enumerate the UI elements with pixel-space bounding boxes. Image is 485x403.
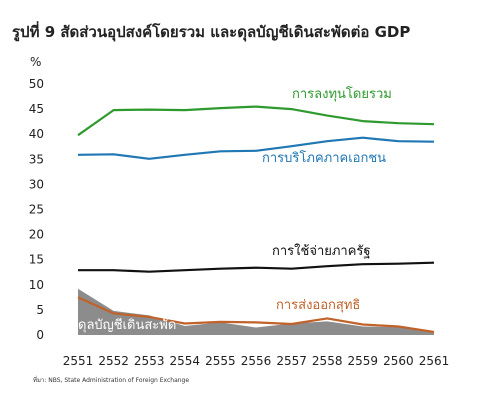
series-labels: การลงทุนโดยรวมการบริโภคภาคเอกชนการใช้จ่า… bbox=[78, 86, 392, 333]
chart-source: ที่มา: NBS, State Administration of Fore… bbox=[33, 376, 189, 384]
series-4-area bbox=[78, 288, 434, 335]
y-tick-label: 40 bbox=[29, 127, 44, 141]
x-tick-label: 2552 bbox=[98, 354, 129, 368]
x-tick-label: 2555 bbox=[205, 354, 236, 368]
area-layer bbox=[78, 288, 434, 335]
series-2-label: การใช้จ่ายภาครัฐ bbox=[272, 243, 371, 259]
chart-title: รูปที่ 9 สัดส่วนอุปสงค์โดยรวม และดุลบัญช… bbox=[12, 21, 410, 42]
x-tick-label: 2561 bbox=[419, 354, 450, 368]
series-1-label: การบริโภคภาคเอกชน bbox=[262, 150, 386, 166]
y-tick-label: 10 bbox=[29, 278, 44, 292]
x-tick-label: 2554 bbox=[170, 354, 201, 368]
y-axis-unit: % bbox=[30, 55, 41, 69]
y-tick-label: 45 bbox=[29, 102, 44, 116]
x-axis-ticks: 2551 2552 2553 2554 2555 2556 2557 2558 2559 2560… bbox=[63, 354, 450, 368]
y-tick-label: 15 bbox=[29, 253, 44, 267]
y-tick-label: 25 bbox=[29, 203, 44, 217]
series-1-line bbox=[77, 136, 435, 160]
y-tick-label: 35 bbox=[29, 152, 44, 166]
y-axis-ticks: 0 5 10 15 20 25 30 35 40 45 50 bbox=[29, 77, 44, 342]
x-tick-label: 2551 bbox=[63, 354, 94, 368]
series-3-line bbox=[77, 296, 435, 334]
series-0-line bbox=[77, 105, 435, 137]
series-0-label: การลงทุนโดยรวม bbox=[292, 86, 392, 102]
line-layer bbox=[77, 105, 435, 334]
y-tick-label: 5 bbox=[36, 303, 44, 317]
x-tick-label: 2557 bbox=[276, 354, 307, 368]
y-tick-label: 20 bbox=[29, 228, 44, 242]
series-2-line bbox=[78, 261, 435, 273]
x-tick-label: 2553 bbox=[134, 354, 165, 368]
y-tick-label: 50 bbox=[29, 77, 44, 91]
y-tick-label: 30 bbox=[29, 177, 44, 191]
series-3-label: การส่งออกสุทธิ bbox=[276, 298, 360, 313]
series-4-label: ดุลบัญชีเดินสะพัด bbox=[78, 317, 176, 333]
x-tick-label: 2558 bbox=[312, 354, 343, 368]
x-tick-label: 2556 bbox=[241, 354, 272, 368]
x-tick-label: 2559 bbox=[348, 354, 379, 368]
y-tick-label: 0 bbox=[36, 328, 44, 342]
x-tick-label: 2560 bbox=[383, 354, 414, 368]
